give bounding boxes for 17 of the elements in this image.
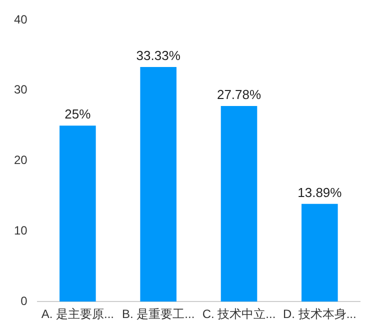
y-tick-label: 20 — [14, 153, 28, 168]
data-label: 13.89% — [298, 184, 342, 200]
y-tick-label: 30 — [14, 82, 28, 97]
data-label: 25% — [64, 106, 92, 122]
y-tick-label: 0 — [20, 294, 28, 308]
x-tick-label: A. 是主要原... — [41, 307, 114, 322]
x-tick-label: C. 技术中立... — [202, 307, 276, 322]
bar — [220, 106, 258, 302]
bar — [60, 126, 96, 302]
data-label: 27.78% — [216, 87, 262, 102]
y-tick-label: 40 — [14, 12, 28, 26]
data-label: 33.33% — [136, 48, 181, 64]
x-tick-label: B. 是重要工... — [122, 307, 195, 322]
bar — [302, 204, 338, 302]
x-tick-label: D. 技术本身... — [282, 307, 356, 322]
bar — [140, 66, 176, 302]
y-tick-label: 10 — [14, 224, 28, 238]
